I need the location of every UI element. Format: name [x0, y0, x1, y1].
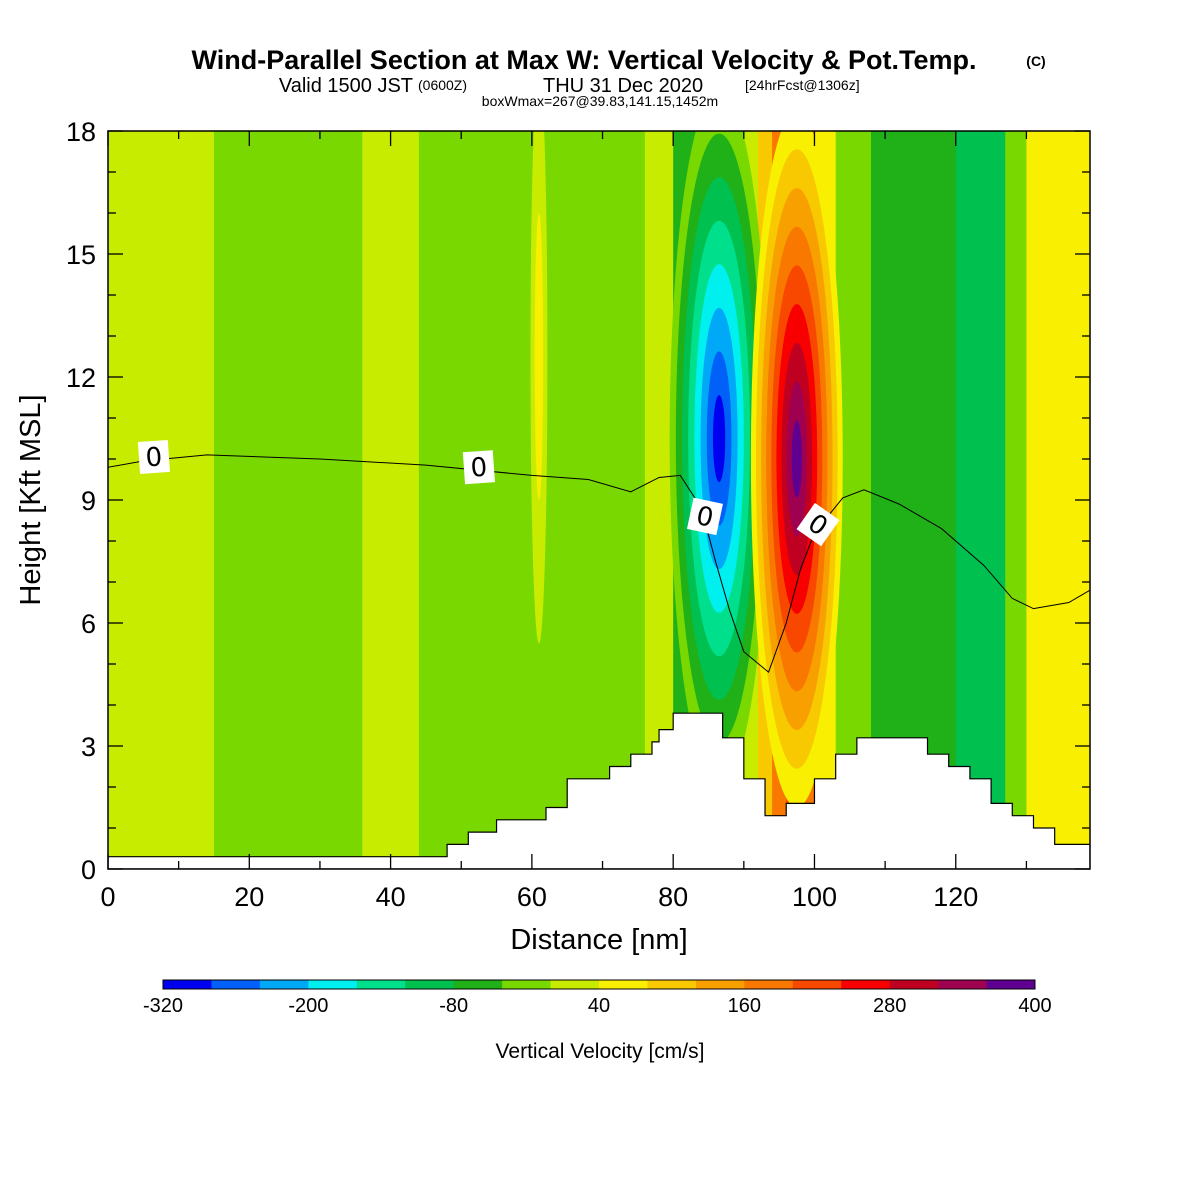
colorbar-swatch — [986, 980, 1036, 989]
plume-contour-fill — [534, 213, 544, 500]
shading-band — [362, 131, 420, 869]
colorbar-swatch — [647, 980, 697, 989]
colorbar-label: Vertical Velocity [cm/s] — [496, 1040, 705, 1063]
valid-utc: (0600Z) — [418, 77, 467, 93]
valid-date: THU 31 Dec 2020 — [543, 75, 703, 97]
x-tick-label: 40 — [376, 882, 406, 912]
colorbar-tick-label: 400 — [1018, 995, 1051, 1017]
colorbar-swatch — [744, 980, 794, 989]
colorbar-swatch — [695, 980, 745, 989]
box-info: boxWmax=267@39.83,141.15,1452m — [482, 93, 718, 109]
valid-time: Valid 1500 JST — [279, 75, 413, 97]
colorbar-swatch — [356, 980, 406, 989]
x-tick-label: 0 — [100, 882, 115, 912]
y-axis-label: Height [Kft MSL] — [15, 394, 47, 605]
x-tick-label: 100 — [792, 882, 837, 912]
contour-label-box — [796, 502, 840, 547]
colorbar-tick-label: 280 — [873, 995, 906, 1017]
colorbar-tick-label: -200 — [288, 995, 328, 1017]
contour-label-box — [686, 497, 723, 536]
shading-band — [955, 131, 1006, 869]
zero-contour-line — [108, 454, 1090, 674]
y-tick-label: 12 — [66, 363, 96, 393]
x-tick-label: 20 — [234, 882, 264, 912]
colorbar-swatch — [502, 980, 552, 989]
y-tick-label: 0 — [81, 855, 96, 885]
plume-contour-fill — [712, 394, 726, 483]
forecast-info: [24hrFcst@1306z] — [745, 77, 860, 93]
colorbar-swatch — [453, 980, 503, 989]
contour-label: 0 — [137, 439, 171, 474]
y-tick-label: 15 — [66, 240, 96, 270]
plot-area: 0 00 0 — [107, 130, 1091, 870]
chart-title: Wind-Parallel Section at Max W: Vertical… — [192, 45, 977, 75]
shading-band — [213, 131, 363, 869]
colorbar-swatch — [599, 980, 648, 989]
y-tick-label: 18 — [66, 117, 96, 147]
contour-label-text: 0 — [145, 442, 164, 473]
copyright-mark: (C) — [1026, 53, 1045, 69]
contour-label-box — [137, 439, 171, 474]
contour-label-text: 0 — [694, 501, 716, 534]
colorbar-swatch — [938, 980, 988, 989]
x-axis-label: Distance [nm] — [510, 924, 687, 956]
colorbar-swatch — [163, 980, 212, 989]
colorbar-frame — [162, 979, 1036, 990]
shading-band — [560, 131, 646, 869]
x-tick-label: 60 — [517, 882, 547, 912]
y-tick-label: 6 — [81, 609, 96, 639]
colorbar-swatch — [889, 980, 939, 989]
colorbar-tick-label: 160 — [728, 995, 761, 1017]
contour-label: 0 — [686, 497, 723, 536]
y-tick-label: 3 — [81, 732, 96, 762]
colorbar — [162, 979, 1036, 990]
colorbar-tick-label: 40 — [588, 995, 610, 1017]
colorbar-swatch — [308, 980, 358, 989]
colorbar-swatch — [792, 980, 842, 989]
y-tick-label: 9 — [81, 486, 96, 516]
contour-label: 0 — [462, 450, 495, 485]
shading-band — [1005, 131, 1028, 869]
plume-contour-fill — [791, 420, 802, 498]
colorbar-swatch — [550, 980, 600, 989]
colorbar-tick-label: -80 — [439, 995, 468, 1017]
contour-label-box — [462, 450, 495, 485]
contour-label-text: 0 — [470, 453, 489, 484]
x-tick-label: 80 — [658, 882, 688, 912]
colorbar-swatch — [211, 980, 261, 989]
colorbar-tick-label: -320 — [143, 995, 183, 1017]
colorbar-swatch — [405, 980, 455, 989]
terrain-mask — [108, 712, 1090, 869]
x-tick-label: 120 — [933, 882, 978, 912]
colorbar-swatch — [841, 980, 891, 989]
shading-band — [108, 131, 215, 869]
colorbar-swatch — [259, 980, 309, 989]
